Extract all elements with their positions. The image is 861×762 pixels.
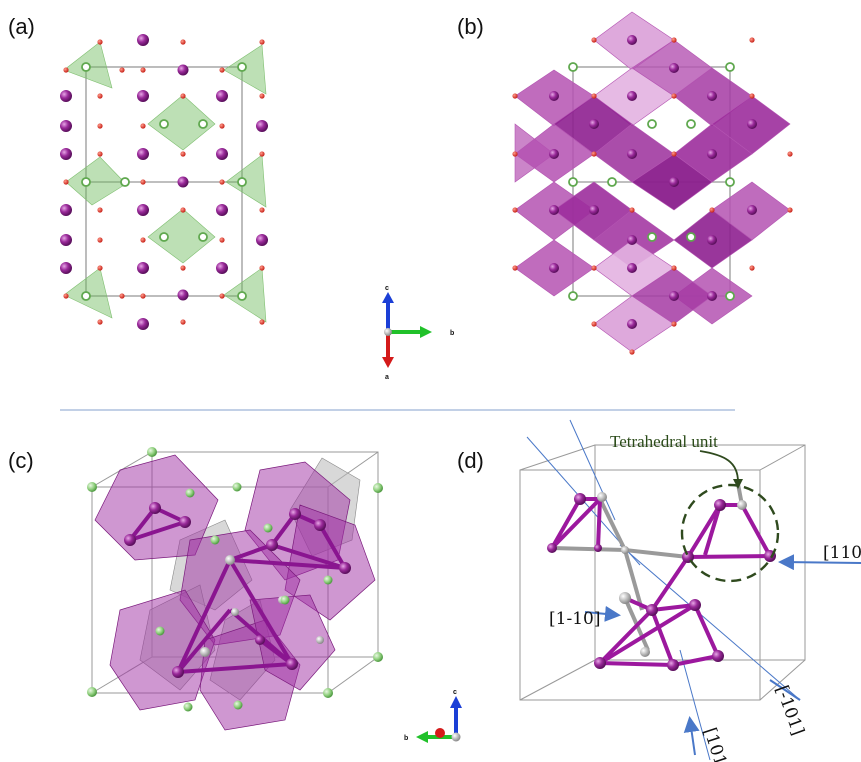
direction-label-1-10: [1-10]	[549, 609, 600, 629]
panel-d-structure: Tetrahedral unit [110 [1-10] [101] [-101…	[519, 419, 861, 762]
purple-octahedra-b	[514, 11, 791, 353]
axes-indicator-top: c b a	[382, 285, 454, 381]
atoms-c	[124, 502, 351, 678]
axis-label-b-top: b	[450, 330, 454, 337]
tetrahedral-unit-pointer	[699, 450, 739, 483]
axis-label-b-bottom: b	[404, 735, 408, 742]
panel-label-b: (b)	[457, 14, 484, 39]
axes-indicator-bottom: c b	[404, 689, 462, 743]
purple-octahedra-c	[94, 454, 376, 731]
tetrahedral-unit-label: Tetrahedral unit	[610, 432, 718, 451]
atoms-a	[60, 34, 268, 330]
axis-label-c-bottom: c	[453, 689, 457, 696]
direction-label-m101: [-101]	[771, 683, 807, 738]
panel-label-d: (d)	[457, 448, 484, 473]
panel-c-structure	[87, 447, 383, 731]
axis-label-c-top: c	[385, 285, 389, 292]
green-atoms-c	[87, 447, 383, 712]
axis-label-a-top: a	[385, 374, 389, 381]
panel-b-structure	[512, 11, 793, 355]
atoms-b	[549, 35, 757, 329]
direction-label-110: [110	[823, 543, 861, 563]
tetrahedral-unit-highlight	[680, 483, 780, 583]
direction-label-101: [101]	[699, 725, 732, 762]
bonds-d	[550, 497, 772, 667]
panel-label-c: (c)	[8, 448, 34, 473]
panel-a-structure	[60, 34, 268, 330]
panel-label-a: (a)	[8, 14, 35, 39]
